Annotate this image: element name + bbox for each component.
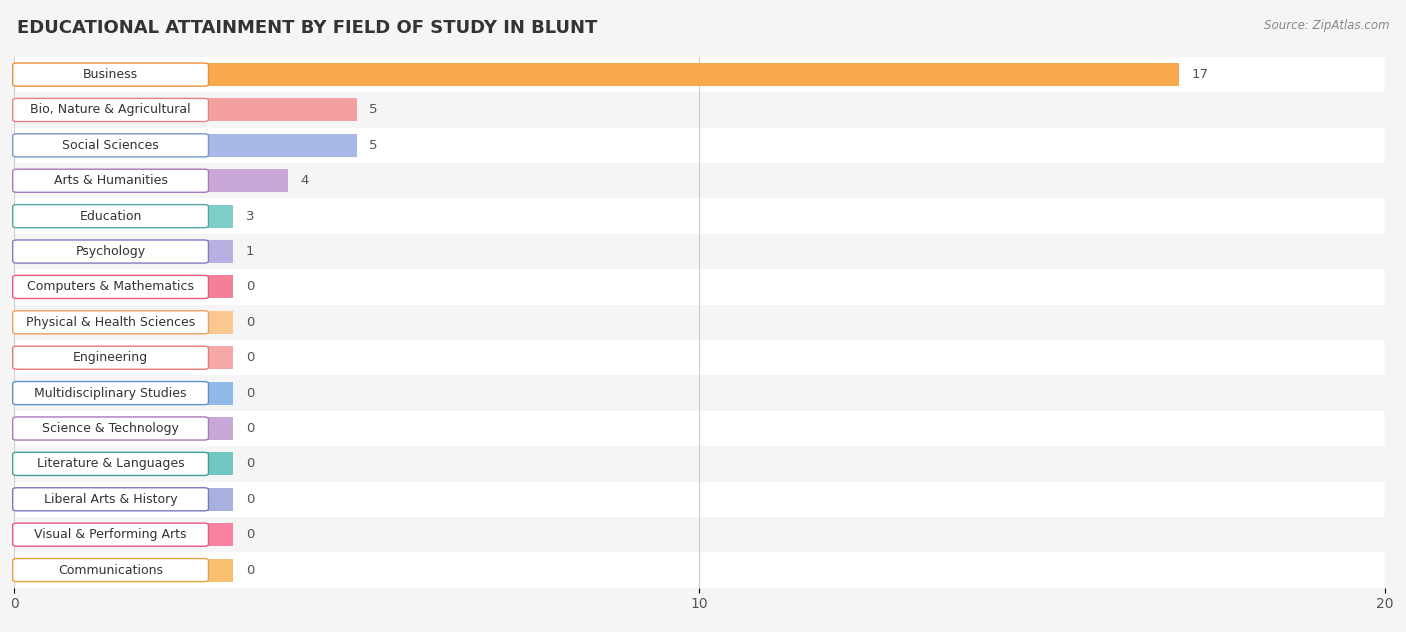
- Bar: [14, 482, 1385, 517]
- Bar: [14, 234, 1385, 269]
- Text: Engineering: Engineering: [73, 351, 148, 364]
- Text: 1: 1: [246, 245, 254, 258]
- Bar: [14, 517, 1385, 552]
- Bar: [14, 276, 233, 298]
- Bar: [14, 128, 1385, 163]
- FancyBboxPatch shape: [13, 311, 208, 334]
- Bar: [14, 57, 1385, 92]
- Bar: [14, 411, 1385, 446]
- Text: 0: 0: [246, 458, 254, 470]
- Bar: [14, 99, 357, 121]
- Text: Physical & Health Sciences: Physical & Health Sciences: [25, 316, 195, 329]
- Bar: [14, 134, 357, 157]
- FancyBboxPatch shape: [13, 559, 208, 581]
- FancyBboxPatch shape: [13, 417, 208, 440]
- Text: Source: ZipAtlas.com: Source: ZipAtlas.com: [1264, 19, 1389, 32]
- Bar: [14, 92, 1385, 128]
- Bar: [14, 163, 1385, 198]
- Text: 0: 0: [246, 351, 254, 364]
- FancyBboxPatch shape: [13, 523, 208, 546]
- Text: Visual & Performing Arts: Visual & Performing Arts: [34, 528, 187, 541]
- Bar: [14, 63, 1180, 86]
- Text: Arts & Humanities: Arts & Humanities: [53, 174, 167, 187]
- FancyBboxPatch shape: [13, 346, 208, 369]
- Text: Education: Education: [79, 210, 142, 222]
- Text: 0: 0: [246, 422, 254, 435]
- Text: 0: 0: [246, 493, 254, 506]
- Bar: [14, 340, 1385, 375]
- Text: EDUCATIONAL ATTAINMENT BY FIELD OF STUDY IN BLUNT: EDUCATIONAL ATTAINMENT BY FIELD OF STUDY…: [17, 19, 598, 37]
- Text: Literature & Languages: Literature & Languages: [37, 458, 184, 470]
- FancyBboxPatch shape: [13, 240, 208, 263]
- Text: 4: 4: [301, 174, 309, 187]
- Bar: [14, 523, 233, 546]
- FancyBboxPatch shape: [13, 99, 208, 121]
- FancyBboxPatch shape: [13, 63, 208, 86]
- FancyBboxPatch shape: [13, 382, 208, 404]
- Text: 0: 0: [246, 528, 254, 541]
- Bar: [14, 198, 1385, 234]
- Text: Bio, Nature & Agricultural: Bio, Nature & Agricultural: [31, 104, 191, 116]
- Bar: [14, 417, 233, 440]
- Bar: [14, 240, 233, 263]
- Text: Social Sciences: Social Sciences: [62, 139, 159, 152]
- FancyBboxPatch shape: [13, 453, 208, 475]
- Bar: [14, 382, 233, 404]
- Bar: [14, 205, 233, 228]
- Bar: [14, 169, 288, 192]
- Bar: [14, 269, 1385, 305]
- Text: 0: 0: [246, 564, 254, 576]
- FancyBboxPatch shape: [13, 276, 208, 298]
- FancyBboxPatch shape: [13, 169, 208, 192]
- Bar: [14, 552, 1385, 588]
- Bar: [14, 559, 233, 581]
- Bar: [14, 305, 1385, 340]
- Text: Business: Business: [83, 68, 138, 81]
- FancyBboxPatch shape: [13, 134, 208, 157]
- Bar: [14, 453, 233, 475]
- Text: Science & Technology: Science & Technology: [42, 422, 179, 435]
- FancyBboxPatch shape: [13, 488, 208, 511]
- Bar: [14, 311, 233, 334]
- Text: 3: 3: [246, 210, 254, 222]
- Text: Communications: Communications: [58, 564, 163, 576]
- Text: 0: 0: [246, 316, 254, 329]
- Text: 0: 0: [246, 387, 254, 399]
- Text: Computers & Mathematics: Computers & Mathematics: [27, 281, 194, 293]
- Text: 0: 0: [246, 281, 254, 293]
- Text: Liberal Arts & History: Liberal Arts & History: [44, 493, 177, 506]
- Bar: [14, 346, 233, 369]
- Text: Multidisciplinary Studies: Multidisciplinary Studies: [34, 387, 187, 399]
- Text: 5: 5: [370, 104, 378, 116]
- Text: 5: 5: [370, 139, 378, 152]
- Text: Psychology: Psychology: [76, 245, 146, 258]
- Bar: [14, 488, 233, 511]
- Text: 17: 17: [1192, 68, 1209, 81]
- FancyBboxPatch shape: [13, 205, 208, 228]
- Bar: [14, 375, 1385, 411]
- Bar: [14, 446, 1385, 482]
